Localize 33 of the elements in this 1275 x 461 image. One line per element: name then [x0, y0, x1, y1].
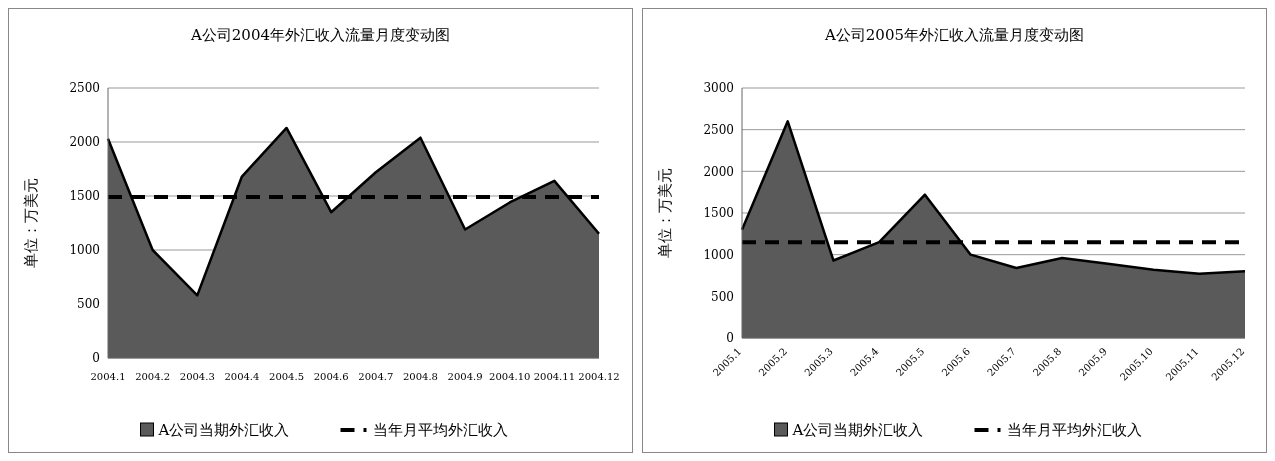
x-tick-label: 2004.12: [578, 371, 620, 382]
y-tick-label: 1000: [703, 247, 734, 262]
x-tick-label: 2004.10: [489, 371, 531, 382]
y-axis-title: 单位：万美元: [22, 178, 40, 268]
y-tick-label: 2500: [69, 81, 100, 96]
x-tick-label: 2004.5: [269, 371, 305, 382]
x-tick-label: 2004.8: [402, 371, 438, 382]
y-tick-label: 1000: [69, 243, 100, 258]
x-tick-label: 2004.3: [179, 371, 215, 382]
legend-label: 当年月平均外汇收入: [372, 421, 508, 439]
chart-title: A公司2004年外汇收入流量月度变动图: [189, 26, 451, 44]
y-tick-label: 1500: [69, 189, 100, 204]
y-tick-label: 2000: [703, 164, 734, 179]
y-tick-label: 0: [92, 351, 100, 366]
y-tick-label: 500: [77, 297, 100, 312]
legend-label: A公司当期外汇收入: [791, 421, 924, 439]
y-tick-label: 1500: [703, 206, 734, 221]
x-tick-label: 2004.4: [224, 371, 260, 382]
x-tick-label: 2004.6: [313, 371, 349, 382]
x-tick-label: 2004.1: [90, 371, 126, 382]
chart-title: A公司2005年外汇收入流量月度变动图: [823, 26, 1085, 44]
x-tick-label: 2004.11: [533, 371, 576, 382]
y-tick-label: 0: [726, 331, 734, 346]
x-tick-label: 2004.2: [135, 371, 171, 382]
x-tick-label: 2004.9: [447, 371, 483, 382]
x-tick-label: 2004.7: [358, 371, 394, 382]
y-tick-label: 3000: [703, 81, 734, 96]
y-tick-label: 2500: [703, 122, 734, 137]
y-tick-label: 2000: [69, 135, 100, 150]
legend-label: A公司当期外汇收入: [157, 421, 290, 439]
legend-label: 当年月平均外汇收入: [1006, 421, 1142, 439]
y-tick-label: 500: [711, 289, 734, 304]
y-axis-title: 单位：万美元: [656, 168, 674, 258]
